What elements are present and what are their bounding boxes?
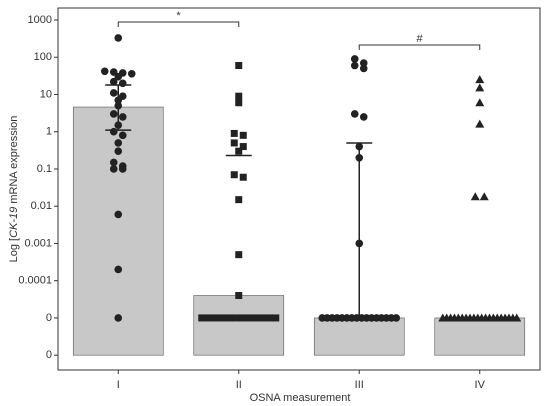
data-point	[235, 292, 243, 300]
y-tick-label: 0.0001	[18, 275, 52, 287]
data-point	[209, 314, 217, 322]
data-point	[232, 314, 240, 322]
data-point	[114, 314, 123, 322]
y-tick-label: 0.01	[31, 200, 52, 212]
data-point	[230, 171, 238, 179]
significance-bracket	[358, 44, 481, 50]
data-point	[235, 147, 243, 155]
data-point	[127, 69, 136, 78]
bar	[193, 295, 285, 356]
x-tick-label: I	[117, 379, 120, 391]
data-point	[350, 61, 359, 70]
data-point	[359, 59, 368, 67]
data-point	[260, 314, 268, 322]
data-point	[198, 314, 206, 322]
data-point	[475, 83, 485, 92]
data-point	[350, 110, 359, 118]
y-tick-label: 0	[46, 312, 52, 324]
data-point	[100, 67, 109, 76]
data-point	[392, 314, 401, 322]
data-point	[203, 314, 211, 322]
data-point	[243, 314, 251, 322]
data-point	[215, 314, 223, 322]
data-point	[359, 64, 368, 73]
data-point	[109, 77, 118, 86]
data-point	[350, 55, 359, 63]
y-tick-label: 0.001	[24, 237, 52, 249]
plot-frame	[57, 7, 541, 371]
data-point	[114, 72, 123, 81]
x-tick-label: II	[236, 379, 242, 391]
data-point	[235, 251, 243, 259]
data-point	[479, 192, 489, 201]
data-point	[226, 314, 234, 322]
data-point	[272, 314, 280, 322]
bar	[434, 317, 526, 356]
x-tick-label: III	[355, 379, 364, 391]
x-tick-label: IV	[475, 379, 486, 391]
bar	[313, 317, 405, 356]
data-point	[109, 110, 118, 118]
data-point	[255, 314, 263, 322]
data-point	[235, 92, 243, 100]
y-axis-label: Log [CK-19 mRNA expression	[8, 116, 20, 263]
y-tick-label: 1	[46, 126, 52, 138]
data-point	[239, 131, 247, 139]
data-point	[114, 139, 123, 147]
data-point	[118, 113, 127, 121]
data-point	[118, 165, 127, 173]
data-point	[230, 139, 238, 147]
data-point	[109, 89, 118, 97]
y-tick-label: 1000	[28, 14, 52, 26]
annotation: #	[416, 33, 423, 45]
data-point	[475, 98, 485, 107]
data-point	[118, 79, 127, 88]
data-point	[235, 196, 243, 204]
data-point	[109, 127, 118, 136]
data-point	[109, 158, 118, 167]
data-point	[359, 113, 368, 121]
data-point	[249, 314, 257, 322]
data-point	[114, 210, 123, 219]
significance-bracket	[117, 21, 240, 27]
y-tick-label: 10	[40, 88, 52, 100]
data-point	[239, 143, 247, 151]
data-point	[109, 165, 118, 173]
y-tick-label: 0.1	[37, 163, 52, 175]
data-point	[230, 129, 238, 137]
x-axis-label: OSNA measurement	[250, 392, 351, 404]
y-label-part: CK-19	[8, 207, 20, 238]
y-label-part: mRNA expression	[8, 116, 20, 207]
y-tick-label: 0	[46, 349, 52, 361]
y-tick-label: 100	[34, 51, 52, 63]
data-point	[238, 314, 246, 322]
annotation: *	[176, 10, 181, 22]
data-point	[239, 173, 247, 181]
data-point	[114, 265, 123, 274]
data-point	[475, 119, 485, 128]
data-point	[512, 313, 522, 322]
data-point	[118, 131, 127, 140]
data-point	[470, 192, 480, 201]
data-point	[475, 75, 485, 84]
data-point	[235, 62, 243, 70]
data-point	[221, 314, 229, 322]
data-point	[235, 99, 243, 107]
y-label-part: Log [	[8, 238, 20, 262]
data-point	[266, 314, 274, 322]
data-point	[114, 147, 123, 155]
data-point	[114, 34, 123, 42]
